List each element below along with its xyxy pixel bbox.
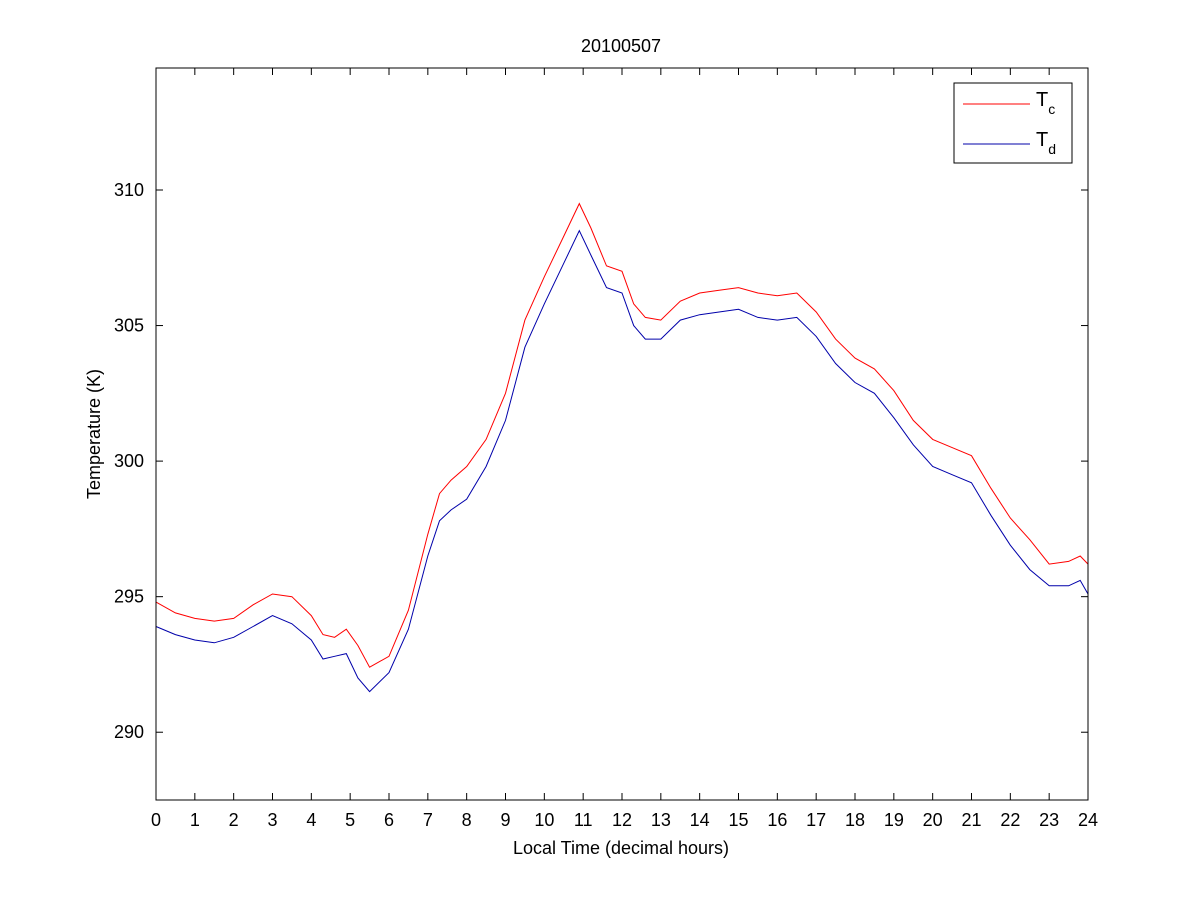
x-tick-label: 15 (728, 810, 748, 830)
x-tick-label: 1 (190, 810, 200, 830)
x-tick-label: 2 (229, 810, 239, 830)
x-tick-label: 3 (267, 810, 277, 830)
x-tick-label: 23 (1039, 810, 1059, 830)
y-tick-label: 300 (114, 451, 144, 471)
y-tick-label: 310 (114, 180, 144, 200)
x-tick-label: 6 (384, 810, 394, 830)
x-tick-label: 22 (1000, 810, 1020, 830)
legend-box (953, 82, 1073, 164)
x-axis: 0 1 2 3 4 5 6 7 8 9 10 11 12 13 14 15 16 17 18 19 20 21 22 23 24 (151, 68, 1098, 830)
x-tick-label: 10 (534, 810, 554, 830)
x-tick-label: 21 (961, 810, 981, 830)
y-axis-label: Temperature (K) (84, 369, 104, 499)
y-axis: 290 295 300 305 310 (114, 180, 1088, 742)
x-tick-label: 13 (651, 810, 671, 830)
x-tick-label: 0 (151, 810, 161, 830)
series-line-c (155, 202, 1089, 668)
y-tick-label: 290 (114, 722, 144, 742)
x-tick-label: 5 (345, 810, 355, 830)
x-tick-label: 7 (423, 810, 433, 830)
x-tick-label: 8 (462, 810, 472, 830)
x-tick-label: 20 (923, 810, 943, 830)
chart-title: 20100507 (581, 36, 661, 56)
series-line-d (155, 229, 1089, 693)
y-tick-label: 295 (114, 587, 144, 607)
x-tick-label: 12 (612, 810, 632, 830)
x-tick-label: 9 (500, 810, 510, 830)
x-tick-label: 24 (1078, 810, 1098, 830)
x-tick-label: 17 (806, 810, 826, 830)
y-tick-label: 305 (114, 316, 144, 336)
x-tick-label: 19 (884, 810, 904, 830)
x-axis-label: Local Time (decimal hours) (513, 838, 729, 858)
series-layer (155, 202, 1089, 693)
x-tick-label: 16 (767, 810, 787, 830)
x-tick-label: 18 (845, 810, 865, 830)
x-tick-label: 14 (690, 810, 710, 830)
x-tick-label: 4 (306, 810, 316, 830)
x-tick-label: 11 (574, 810, 593, 830)
plot-area (155, 67, 1089, 801)
